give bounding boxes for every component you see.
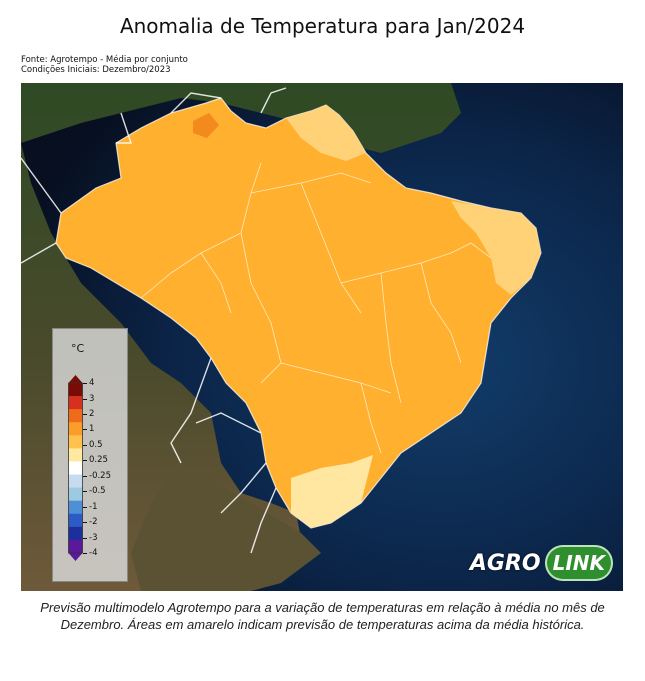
legend-tick-label: 0.25 [83,455,108,466]
legend-unit-label: °C [71,342,85,355]
legend-tick-label: 4 [82,378,95,388]
legend-tick-label: -0.5 [83,486,106,497]
agrolink-logo: AGRO LINK [470,545,613,581]
legend-tick-label: 2 [82,408,95,419]
legend-tick-label: -0.25 [83,470,111,481]
south-america-land [21,83,461,591]
map-panel: °C 4 3 2 1 0.5 0.25 -0.25 -0.5 -1 -2 -3 -4 AGRO LIN… [21,83,623,591]
legend-color-step [68,448,83,462]
logo-link-badge: LINK [544,545,613,581]
conditions-line: Condições Iniciais: Dezembro/2023 [21,65,171,75]
state-boundaries [140,162,492,454]
legend-tick-label: -4 [82,548,98,558]
anomaly-hot-roraima [193,113,219,138]
legend-tick-label: 0.5 [83,439,103,450]
legend-color-step [68,435,83,449]
legend-colorbar [68,375,83,561]
figure-caption: Previsão multimodelo Agrotempo para a va… [40,600,605,632]
legend-color-step [68,396,83,410]
logo-agro-text: AGRO [469,550,541,576]
map-title: Anomalia de Temperatura para Jan/2024 [119,14,526,38]
legend-color-step [68,487,83,501]
legend-tick-label: -2 [82,517,98,528]
legend-tick-label: -1 [82,501,98,512]
map-metadata: Fonte: Agrotempo - Média por conjunto Co… [21,55,188,75]
source-line: Fonte: Agrotempo - Média por conjunto [21,55,188,65]
anomaly-light-northeast [451,201,541,295]
legend-color-step [68,461,83,475]
legend-color-step [68,383,83,397]
legend-max-arrow [68,375,83,383]
anomaly-pale-south [291,455,373,528]
legend-color-step [68,409,83,423]
legend-tick-label: -3 [82,532,98,543]
country-borders [21,87,287,554]
south-cone-land [131,463,321,591]
legend-min-arrow [68,553,83,561]
legend-tick-label: 1 [82,424,95,435]
legend-color-step [68,513,83,528]
legend-color-step [68,474,83,488]
legend-color-step [68,422,83,436]
legend-color-step [68,526,83,541]
legend-tick-label: 3 [82,393,95,404]
legend-color-step [68,500,83,515]
anomaly-light-north-coast [286,105,366,161]
legend-color-step [68,539,83,554]
brazil-silhouette [55,97,542,529]
color-legend: °C 4 3 2 1 0.5 0.25 -0.25 -0.5 -1 -2 -3 -4 [52,328,128,582]
